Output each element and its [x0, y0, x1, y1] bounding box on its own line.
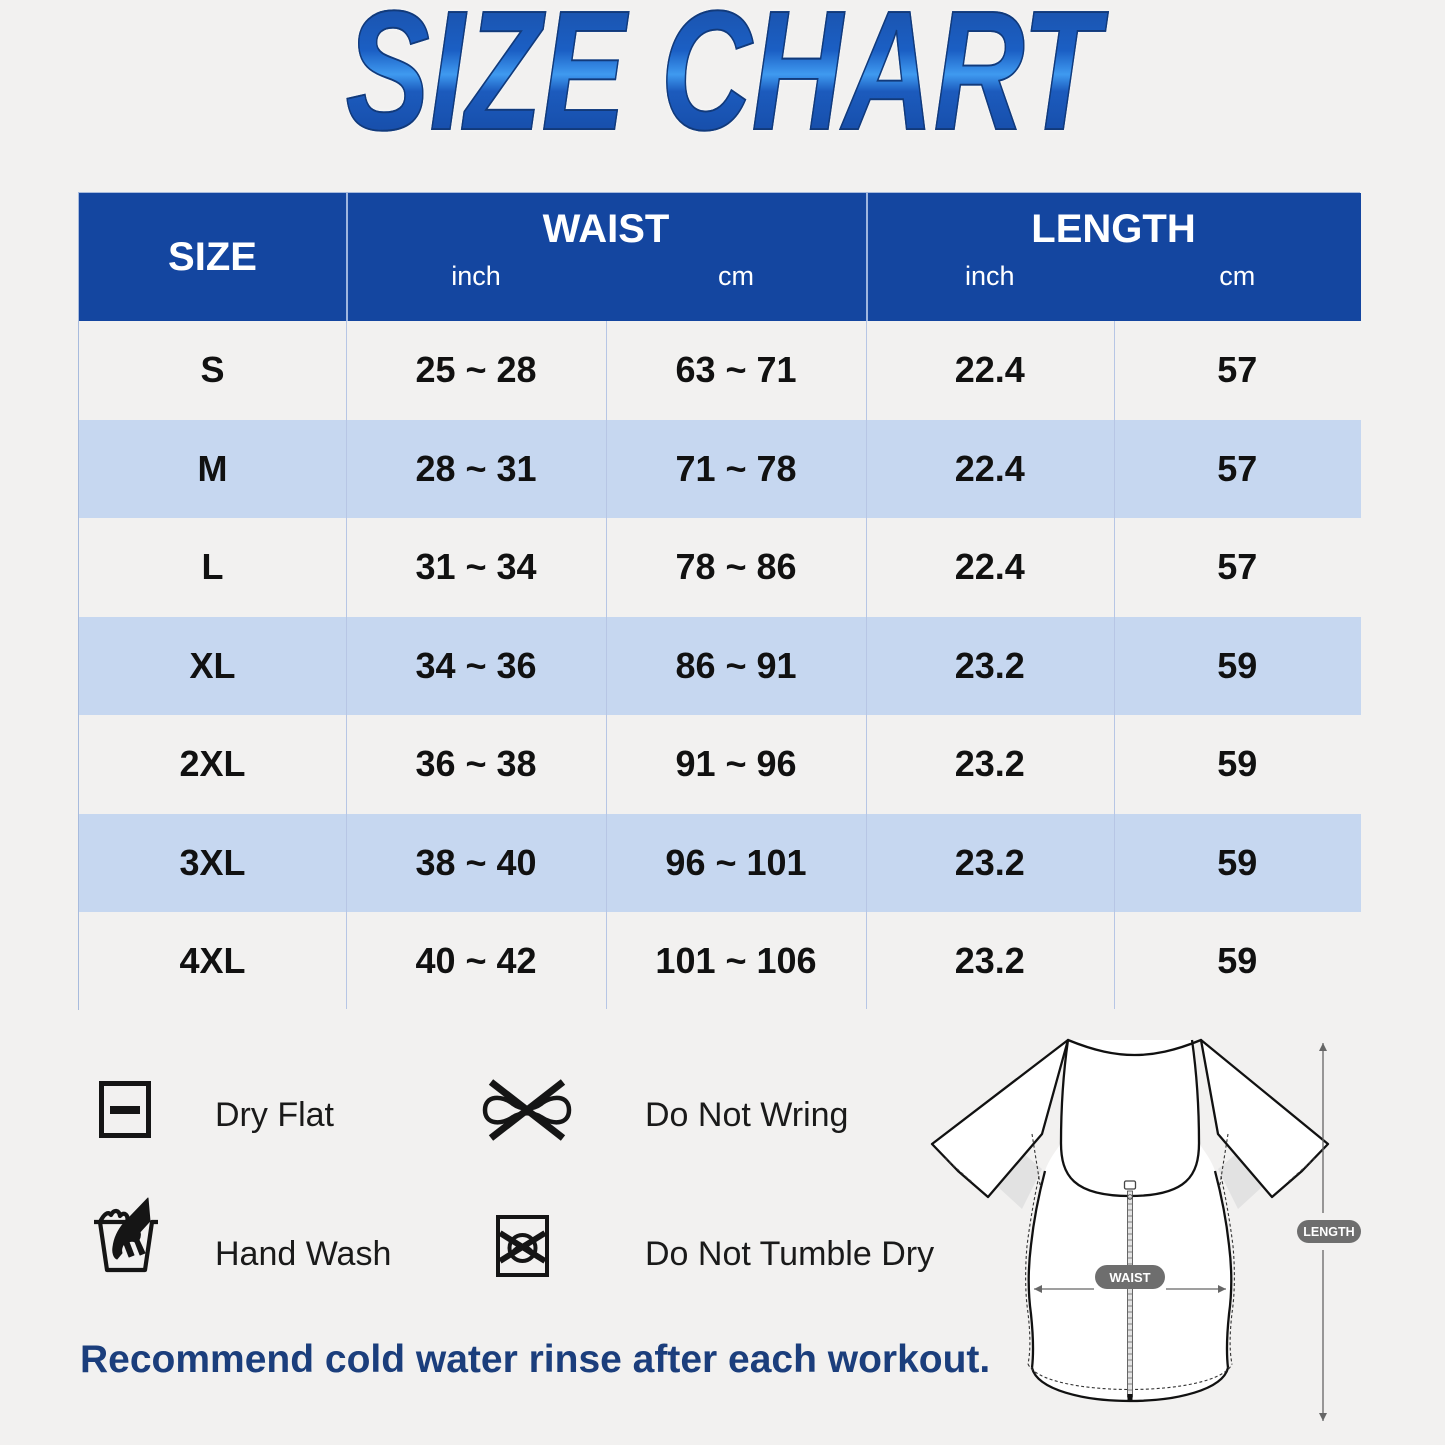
svg-text:WAIST: WAIST: [1109, 1270, 1150, 1285]
svg-text:LENGTH: LENGTH: [1303, 1225, 1354, 1239]
